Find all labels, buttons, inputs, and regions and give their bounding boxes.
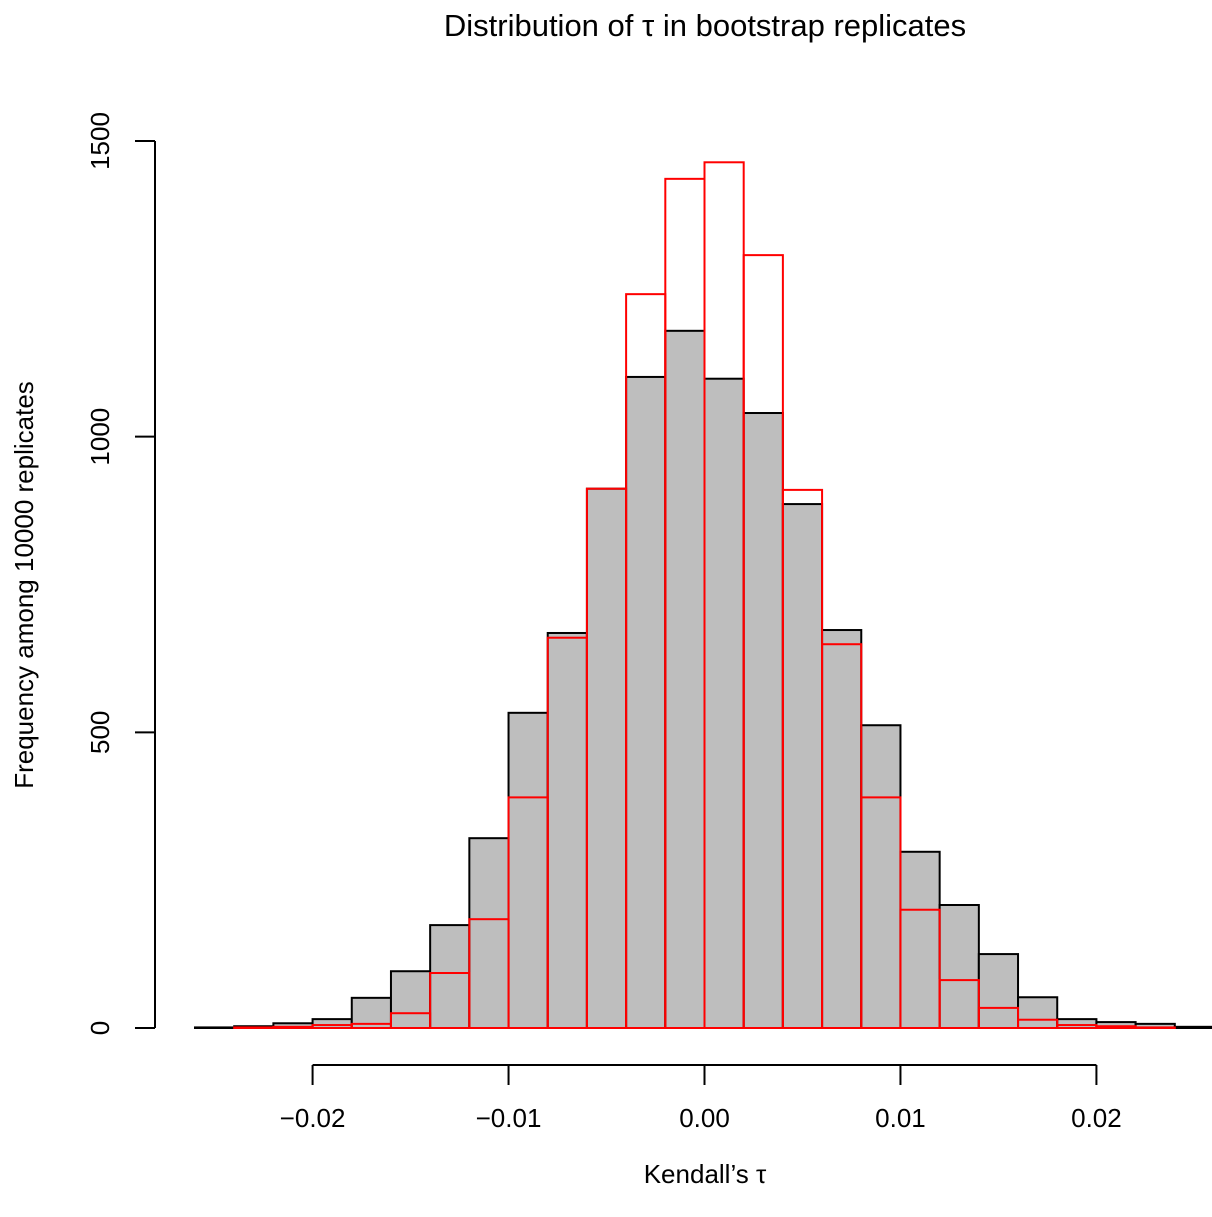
histogram-bar — [1173, 1025, 1212, 1030]
histogram-bar — [546, 631, 588, 1029]
histogram-bar — [742, 412, 784, 1030]
histogram-bar — [781, 503, 824, 1029]
histogram-bar — [194, 1026, 236, 1030]
histogram-bar — [899, 908, 941, 1030]
y-tick-label: 0 — [85, 1021, 115, 1035]
histogram-bar — [977, 953, 1020, 1029]
histogram-bar — [703, 377, 745, 1029]
histogram-bar — [821, 629, 863, 1029]
x-tick-label: −0.02 — [280, 1103, 346, 1133]
x-tick-label: 0.00 — [679, 1103, 730, 1133]
histogram-bar — [977, 1006, 1020, 1029]
histogram-bar — [507, 711, 549, 1029]
histogram-bar — [625, 375, 667, 1029]
histogram-bar — [429, 924, 471, 1029]
histogram-bar — [860, 724, 902, 1029]
histogram-bar — [1017, 1018, 1059, 1029]
histogram-bar — [389, 970, 432, 1029]
histogram-bar — [468, 837, 510, 1029]
histogram-bar — [938, 979, 980, 1029]
histogram-bar — [664, 329, 706, 1029]
x-axis-label: Kendall’s τ — [644, 1159, 767, 1189]
x-tick-label: −0.01 — [476, 1103, 542, 1133]
histogram-bar — [899, 850, 941, 1029]
histogram-bar — [272, 1025, 314, 1030]
y-axis-label: Frequency among 10000 replicates — [9, 381, 39, 789]
y-tick-label: 1000 — [85, 408, 115, 466]
y-tick-label: 1500 — [85, 112, 115, 170]
histogram-bar — [1017, 996, 1059, 1030]
x-tick-label: 0.01 — [875, 1103, 926, 1133]
histogram-bar — [1134, 1026, 1176, 1030]
histogram-bar — [311, 1018, 353, 1030]
histogram-bar — [938, 904, 980, 1030]
y-tick-label: 500 — [85, 711, 115, 754]
histogram-bar — [585, 487, 628, 1030]
histogram-bar — [1095, 1025, 1137, 1029]
histogram-bar — [1056, 1018, 1098, 1030]
histogram-bar — [233, 1026, 275, 1030]
chart-title: Distribution of τ in bootstrap replicate… — [444, 8, 966, 43]
x-tick-label: 0.02 — [1071, 1103, 1122, 1133]
